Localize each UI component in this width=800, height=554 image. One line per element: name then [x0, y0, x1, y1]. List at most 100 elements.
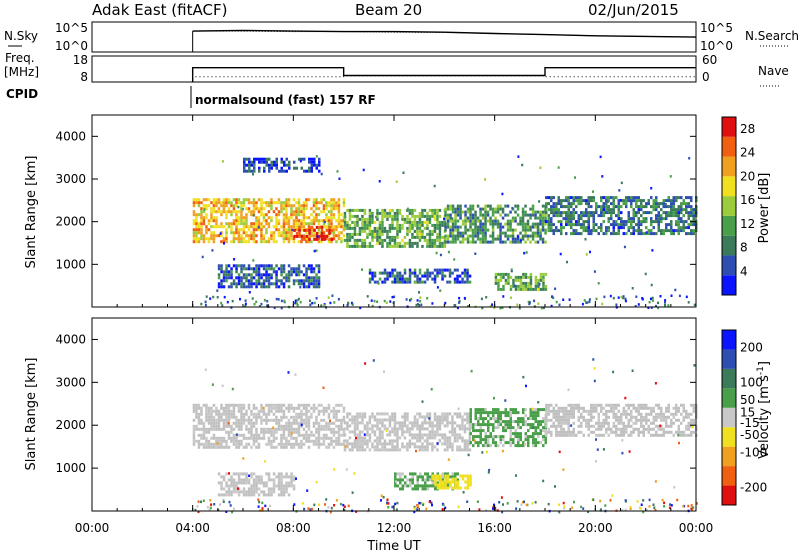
x-tick-label: 00:00 [75, 521, 110, 535]
scatter-region-0 [192, 198, 346, 244]
scatter-region-1 [343, 412, 472, 452]
nsky-tick-top-left: 10^5 [55, 21, 88, 35]
colorbar-swatch [722, 330, 736, 350]
nave-tick-top-right: 60 [702, 53, 717, 67]
nsky-tick-bottom-left: 10^0 [55, 39, 88, 53]
colorbar-swatch [722, 255, 736, 276]
power-colorbar: 4 8 12 16 20 24 28 [721, 116, 755, 296]
colorbar-tick-label: 20 [740, 169, 755, 183]
series-line-nave [192, 75, 696, 82]
freq-label-2: [MHz] [4, 65, 39, 79]
freq-frame [91, 55, 697, 83]
y-tick-label-1000: 1000 [55, 461, 86, 475]
scatter-region-3 [444, 204, 547, 244]
colorbar-tick-label: 28 [740, 122, 755, 136]
y-tick-label-1000: 1000 [55, 257, 86, 271]
velocity-cells [192, 358, 698, 514]
colorbar-tick-label: 200 [740, 341, 763, 355]
power-cells [192, 155, 698, 310]
nsearch-label: N.Search [745, 29, 799, 43]
x-axis-label: Time UT [366, 539, 420, 554]
x-tick-label: 00:00 [679, 521, 714, 535]
date-title: 02/Jun/2015 [588, 1, 679, 19]
scatter-region-5 [217, 264, 321, 289]
velocity-colorbar-label: Velocity [m s-1] [756, 361, 772, 459]
colorbar-tick-label: 100 [740, 376, 763, 390]
colorbar-tick-label: 8 [740, 241, 748, 255]
colorbar-swatch [722, 117, 736, 137]
x-tick-label: 04:00 [175, 521, 210, 535]
colorbar-tick-label: 12 [740, 217, 755, 231]
x-tick-label: 16:00 [477, 521, 512, 535]
colorbar-tick-label: 4 [740, 264, 748, 278]
colorbar-swatch [722, 196, 736, 216]
colorbar-tick-label: 24 [740, 146, 755, 160]
nsky-frame [91, 21, 697, 53]
velocity-panel: 1000 2000 3000 4000 Slant Range [km] -200 -1… [24, 115, 772, 554]
colorbar-swatch [722, 235, 736, 256]
freq-tick-bottom-left: 8 [80, 70, 88, 84]
scatter-region-4 [545, 196, 698, 236]
colorbar-tick-label: 16 [740, 193, 755, 207]
nsky-tick-bottom-right: 10^0 [700, 39, 733, 53]
colorbar-swatch [722, 215, 736, 236]
colorbar-swatch [722, 485, 736, 505]
nsky-label: N.Sky [4, 29, 38, 43]
colorbar-swatch [722, 427, 736, 447]
scatter-region-3 [545, 403, 698, 437]
y-tick-label-4000: 4000 [55, 129, 86, 143]
x-tick-label: 12:00 [377, 521, 412, 535]
power-y-axis-label: Slant Range [km] [24, 156, 39, 269]
scatter-region-0 [192, 403, 346, 449]
freq-tick-top-left: 18 [73, 53, 88, 67]
colorbar-swatch [722, 466, 736, 486]
colorbar-tick-label: 50 [740, 393, 755, 407]
power-colorbar-label: Power [dB] [757, 173, 772, 244]
power-panel: 1000 2000 3000 4000 Slant Range [km] 4 8 12 16… [24, 114, 772, 310]
nsky-panel: 10^5 10^0 10^5 10^0 [55, 21, 733, 53]
y-tick-label-3000: 3000 [55, 375, 86, 389]
cpid-label: CPID [6, 87, 38, 101]
colorbar-swatch [722, 446, 736, 467]
colorbar-tick-label: -100 [740, 446, 767, 460]
colorbar-swatch [722, 407, 736, 428]
y-tick-label-2000: 2000 [55, 215, 86, 229]
colorbar-tick-label: 15 [740, 405, 755, 419]
freq-series-group [191, 67, 696, 82]
colorbar-swatch [722, 156, 736, 177]
colorbar-tick-label: -50 [740, 428, 760, 442]
nave-tick-bottom-right: 0 [702, 70, 710, 84]
series-line-n-sky [192, 29, 697, 38]
colorbar-swatch [722, 388, 736, 408]
noise-speckle [194, 358, 698, 514]
x-tick-label: 08:00 [276, 521, 311, 535]
colorbar-frame [721, 116, 737, 296]
velocity-y-axis-label: Slant Range [km] [24, 358, 39, 471]
colorbar-frame [721, 329, 737, 506]
nsky-series-group [192, 29, 697, 52]
y-tick-label-4000: 4000 [55, 332, 86, 346]
colorbar-swatch [722, 176, 736, 197]
time-x-ticks: 00:00 04:00 08:00 12:00 16:00 20:00 00:00 [75, 115, 714, 535]
scatter-region-5 [431, 474, 472, 490]
x-tick-label: 20:00 [578, 521, 613, 535]
scatter-region-6 [368, 268, 472, 284]
series-line-freq- [191, 67, 696, 82]
y-tick-label-2000: 2000 [55, 418, 86, 432]
colorbar-swatch [722, 275, 736, 295]
freq-panel: 18 8 60 0 [73, 53, 718, 84]
scatter-region-7 [494, 272, 548, 291]
scatter-region-2 [469, 408, 547, 448]
scatter-region-8 [243, 157, 321, 173]
power-y-ticks: 1000 2000 3000 4000 [55, 129, 696, 271]
scatter-region-6 [217, 472, 296, 497]
colorbar-tick-label: -15 [740, 416, 760, 430]
colorbar-swatch [722, 136, 736, 157]
beam-title: Beam 20 [355, 1, 422, 19]
colorbar-tick-label: -200 [740, 481, 767, 495]
scatter-region-2 [343, 208, 447, 248]
velocity-y-ticks: 1000 2000 3000 4000 [55, 332, 696, 475]
cpid-text: normalsound (fast) 157 RF [195, 93, 376, 107]
